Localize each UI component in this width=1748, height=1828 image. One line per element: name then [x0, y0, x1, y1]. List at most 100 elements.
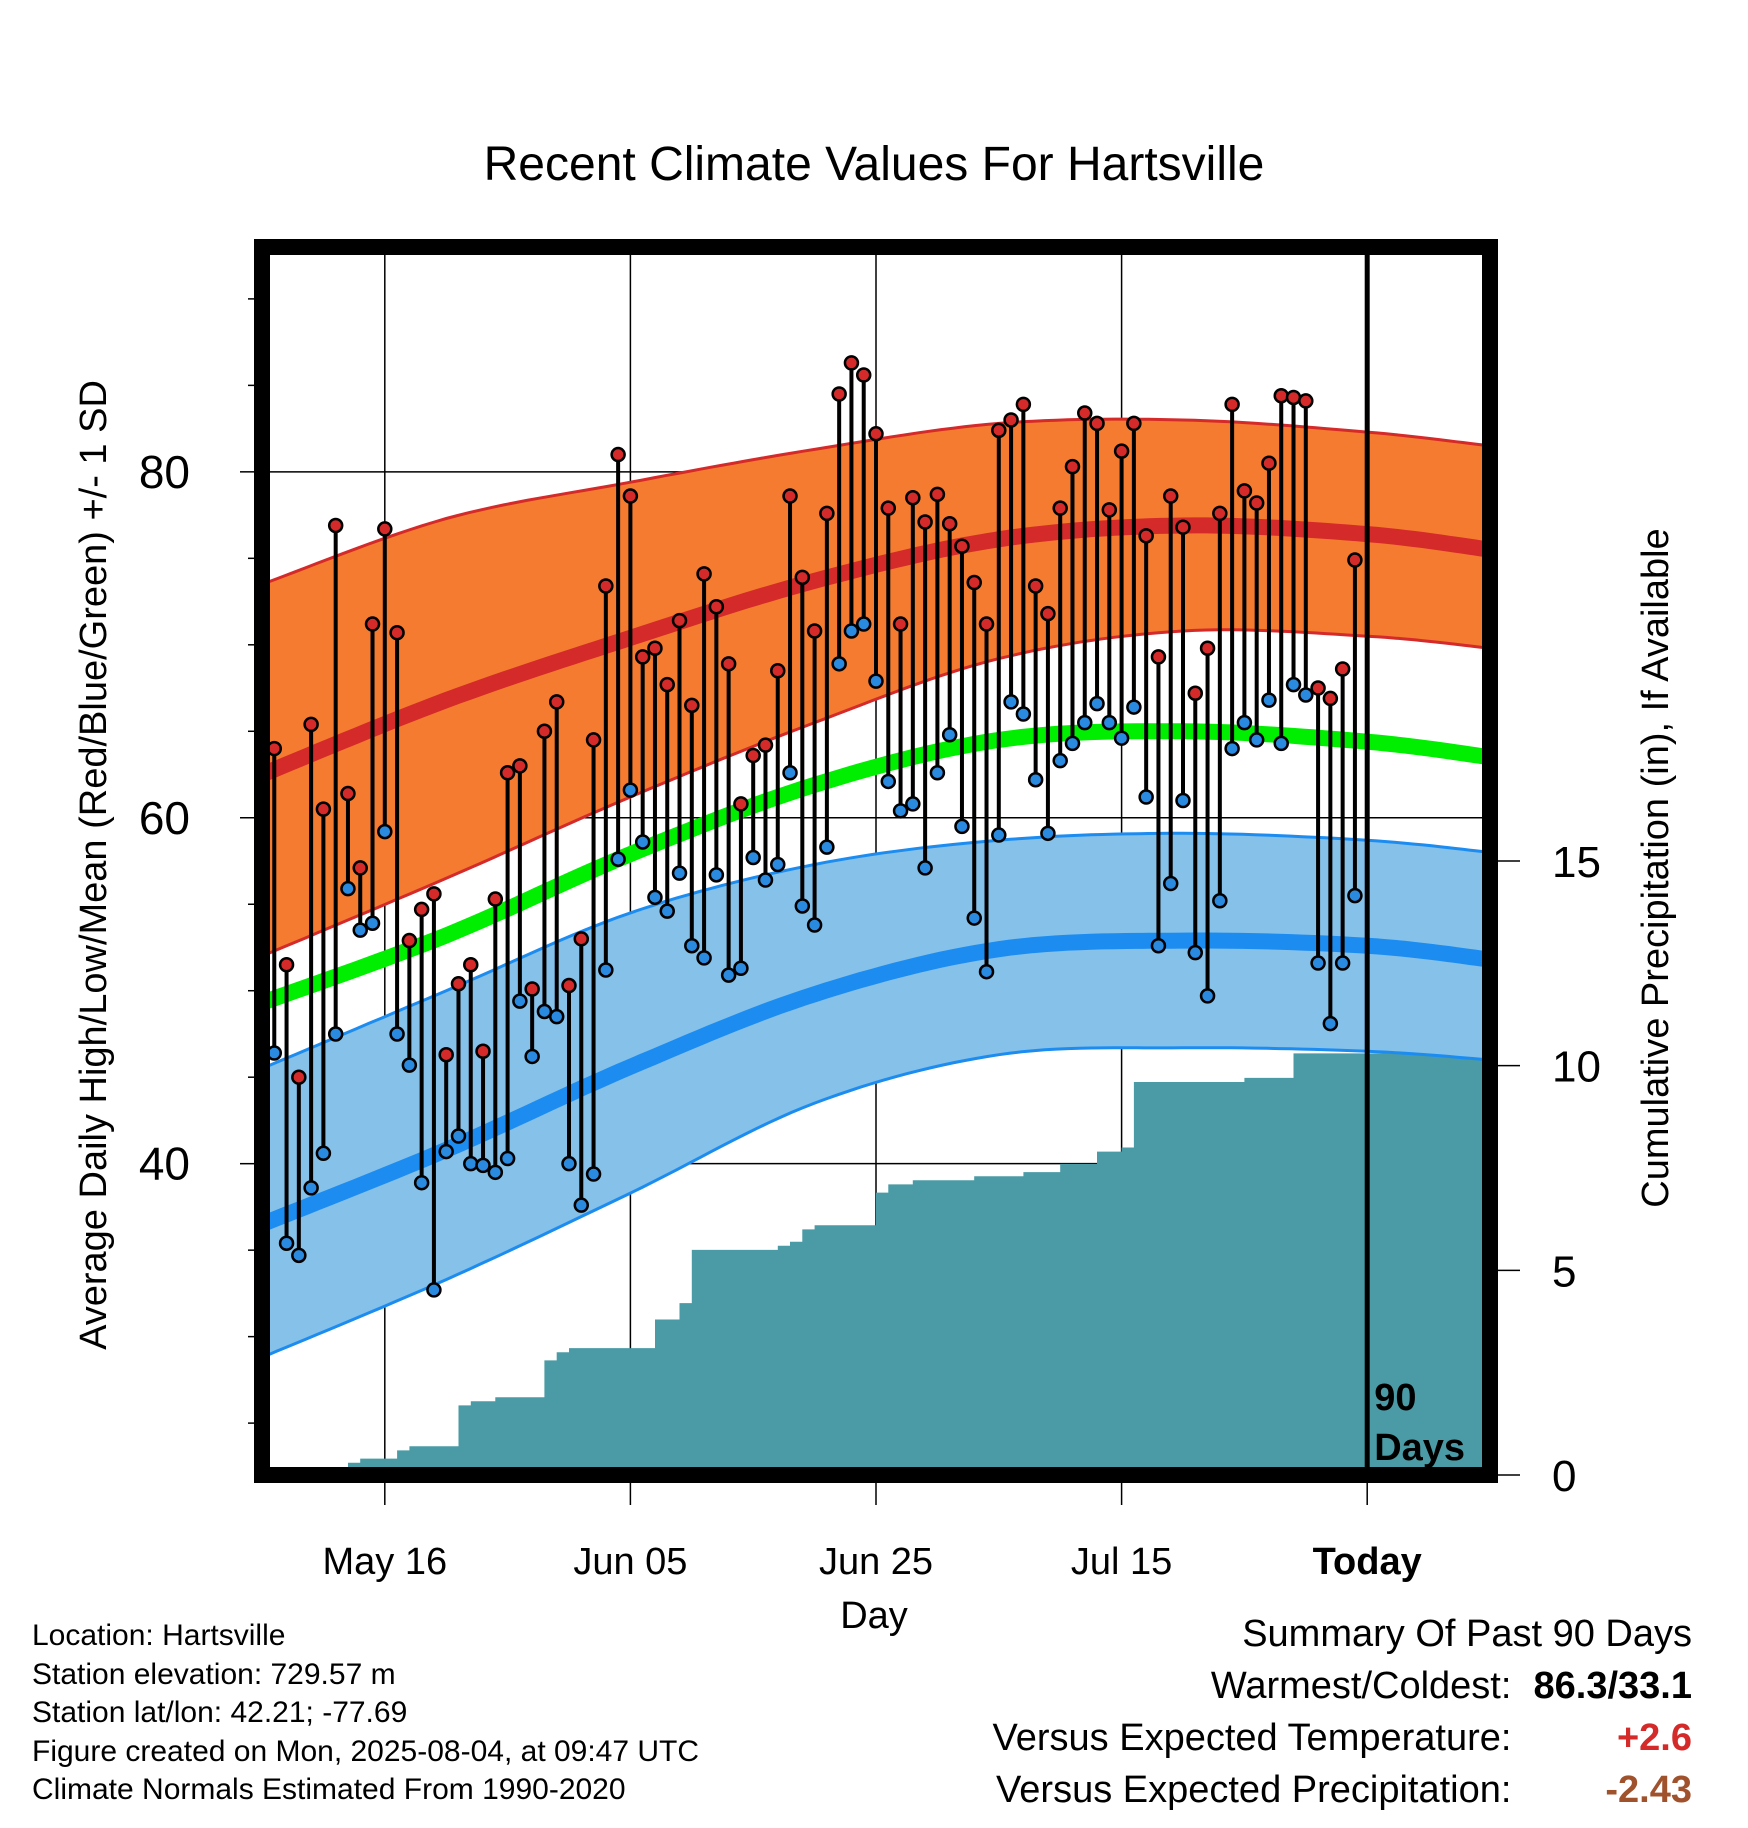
- daily-high-point: [1040, 605, 1056, 622]
- daily-low-point: [1126, 699, 1142, 715]
- daily-high-point: [843, 355, 860, 371]
- daily-high-point: [880, 500, 897, 516]
- y-tick-label: 60: [139, 792, 190, 844]
- daily-low-point: [475, 1157, 491, 1174]
- daily-high-point: [708, 599, 725, 615]
- x-tick-label: Jun 05: [573, 1541, 687, 1583]
- daily-high-point: [573, 931, 590, 947]
- today-period-label: Days: [1374, 1427, 1465, 1469]
- daily-high-point: [524, 981, 540, 997]
- daily-low-point: [610, 851, 626, 868]
- daily-low-point: [1322, 1015, 1339, 1032]
- daily-high-point: [892, 616, 909, 632]
- elevation-text: Station elevation: 729.57 m: [32, 1657, 396, 1691]
- daily-high-point: [991, 422, 1007, 439]
- daily-low-point: [327, 1026, 344, 1042]
- daily-high-point: [438, 1046, 454, 1063]
- daily-high-point: [905, 490, 921, 506]
- y2-axis-label: Cumulative Precipitation (in), If Availa…: [1635, 528, 1677, 1207]
- daily-low-point: [868, 673, 884, 689]
- daily-high-point: [1334, 661, 1351, 677]
- daily-low-point: [487, 1164, 504, 1181]
- daily-high-point: [917, 514, 933, 530]
- chart-title: Recent Climate Values For Hartsville: [484, 138, 1265, 191]
- daily-low-point: [1248, 732, 1265, 748]
- daily-high-point: [548, 694, 565, 710]
- daily-low-point: [1298, 687, 1314, 703]
- daily-low-point: [929, 765, 946, 781]
- daily-high-point: [855, 367, 872, 383]
- daily-low-point: [573, 1197, 590, 1213]
- x-tick-label: Jul 15: [1071, 1541, 1172, 1583]
- daily-low-point: [622, 782, 639, 798]
- daily-high-point: [671, 612, 688, 629]
- daily-high-point: [1261, 455, 1277, 471]
- daily-low-point: [733, 960, 749, 976]
- daily-high-point: [536, 723, 553, 740]
- daily-high-point: [1212, 505, 1228, 522]
- daily-low-point: [1040, 825, 1056, 842]
- daily-high-point: [377, 521, 393, 537]
- y2-tick-label: 5: [1552, 1247, 1576, 1296]
- daily-high-point: [733, 796, 749, 812]
- daily-low-point: [1015, 706, 1032, 722]
- daily-low-point: [806, 917, 823, 933]
- y-axis-label: Average Daily High/Low/Mean (Red/Blue/Gr…: [73, 380, 115, 1350]
- daily-low-point: [1187, 944, 1204, 961]
- today-period-label: 90: [1374, 1377, 1416, 1419]
- daily-low-point: [1150, 937, 1167, 954]
- daily-low-point: [1285, 676, 1302, 693]
- daily-low-point: [561, 1155, 577, 1172]
- daily-high-point: [782, 488, 798, 504]
- daily-low-point: [1199, 988, 1216, 1004]
- daily-low-point: [1347, 887, 1363, 904]
- daily-low-point: [634, 834, 651, 850]
- precip-value: -2.43: [1605, 1769, 1692, 1811]
- daily-high-point: [291, 1069, 307, 1085]
- daily-high-point: [1126, 415, 1142, 432]
- daily-high-point: [413, 901, 430, 918]
- daily-high-point: [1187, 685, 1204, 701]
- warmest-label: Warmest/Coldest:: [1210, 1665, 1512, 1707]
- daily-high-point: [684, 697, 700, 714]
- daily-high-point: [819, 505, 835, 522]
- location-text: Location: Hartsville: [32, 1619, 286, 1652]
- daily-low-point: [1310, 955, 1326, 971]
- daily-high-point: [327, 517, 344, 534]
- daily-low-point: [782, 765, 798, 781]
- daily-low-point: [438, 1143, 454, 1160]
- daily-high-point: [1236, 483, 1253, 499]
- daily-low-point: [831, 656, 847, 672]
- daily-low-point: [684, 937, 700, 954]
- daily-high-point: [757, 737, 774, 753]
- daily-high-point: [1224, 396, 1240, 413]
- daily-low-point: [401, 1057, 418, 1073]
- daily-low-point: [1334, 955, 1351, 971]
- plot-frame: [254, 239, 1498, 1483]
- daily-low-point: [352, 922, 368, 938]
- daily-high-point: [512, 758, 528, 774]
- x-tick-label: Today: [1313, 1541, 1422, 1583]
- daily-low-point: [1052, 752, 1068, 769]
- daily-high-point: [1138, 528, 1154, 544]
- warmest-row: Warmest/Coldest: 86.3/33.1: [993, 1660, 1692, 1712]
- daily-high-point: [1347, 552, 1363, 568]
- daily-low-point: [1089, 695, 1105, 712]
- summary-panel: Summary Of Past 90 Days Warmest/Coldest:…: [993, 1608, 1692, 1816]
- x-tick-label: Jun 25: [819, 1541, 933, 1583]
- daily-high-point: [634, 649, 651, 665]
- daily-low-point: [708, 867, 725, 883]
- daily-low-point: [291, 1247, 307, 1264]
- daily-low-point: [745, 849, 761, 866]
- daily-high-point: [585, 732, 602, 748]
- daily-high-point: [1003, 412, 1019, 428]
- daily-low-point: [1101, 714, 1118, 731]
- daily-low-point: [426, 1282, 442, 1298]
- daily-high-point: [1089, 415, 1105, 432]
- daily-low-point: [364, 915, 381, 932]
- daily-high-point: [696, 566, 712, 582]
- daily-high-point: [1175, 519, 1191, 535]
- created-text: Figure created on Mon, 2025-08-04, at 09…: [32, 1734, 700, 1768]
- daily-low-point: [389, 1026, 405, 1042]
- daily-low-point: [770, 856, 786, 873]
